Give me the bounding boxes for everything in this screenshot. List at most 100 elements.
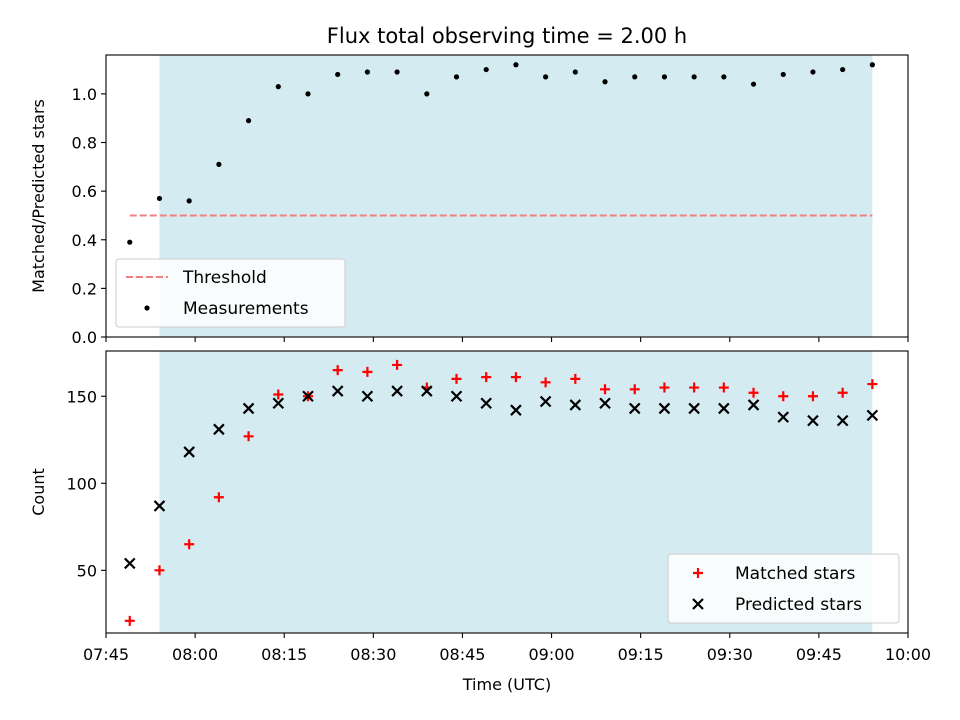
data-point — [718, 382, 729, 393]
legend-predicted-marker — [692, 598, 704, 610]
data-point — [481, 372, 492, 383]
data-point — [480, 397, 492, 409]
x-tick-label: 09:45 — [796, 645, 842, 664]
data-point — [453, 74, 460, 80]
data-point — [513, 62, 519, 68]
y-tick-label: 0.8 — [72, 134, 97, 153]
data-point — [392, 359, 403, 370]
x-tick-label: 09:00 — [529, 645, 575, 664]
data-point — [183, 446, 195, 458]
legend: Matched stars Predicted stars — [667, 553, 900, 624]
data-point — [305, 91, 311, 97]
data-point — [748, 387, 759, 398]
data-point — [332, 365, 343, 376]
data-point — [807, 391, 818, 402]
count-panel: 50 100 150 07:45 08:00 08:15 08:30 08:45 09:00 09… — [29, 350, 931, 694]
data-point — [361, 390, 374, 403]
x-axis-label: Time (UTC) — [462, 675, 551, 694]
data-point — [539, 395, 552, 408]
x-tick-label: 09:15 — [618, 645, 664, 664]
data-point — [869, 62, 875, 68]
x-tick-label: 08:30 — [350, 645, 396, 664]
y-tick-label: 50 — [77, 561, 97, 580]
axes-frame — [105, 350, 909, 634]
data-point — [777, 411, 790, 423]
data-point — [394, 69, 400, 75]
y-axis-label: Count — [29, 468, 48, 516]
data-point — [837, 387, 848, 398]
data-point — [543, 74, 549, 80]
data-point — [213, 492, 224, 503]
data-point — [451, 373, 462, 384]
y-tick-label: 100 — [66, 474, 97, 493]
data-point — [272, 397, 285, 409]
legend-label: Matched stars — [735, 564, 855, 584]
series-measurements — [127, 62, 875, 245]
data-point — [778, 391, 789, 402]
data-point — [510, 404, 522, 416]
data-point — [658, 402, 671, 415]
y-tick-label: 0.0 — [72, 328, 97, 347]
data-point — [747, 399, 760, 411]
data-point — [245, 118, 252, 124]
y-tick-label: 0.2 — [72, 279, 97, 298]
legend-measurement-dot — [144, 305, 150, 311]
data-point — [213, 423, 225, 436]
data-point — [718, 402, 730, 415]
legend-label: Predicted stars — [735, 595, 862, 615]
data-point — [424, 91, 430, 97]
data-point — [510, 372, 521, 383]
data-point — [569, 399, 582, 411]
chart-title: Flux total observing time = 2.00 h — [327, 24, 687, 48]
data-point — [628, 402, 641, 415]
data-point — [483, 66, 489, 73]
data-point — [216, 161, 222, 167]
data-point — [273, 389, 284, 400]
x-tick-label: 08:15 — [261, 645, 307, 664]
series-matched-stars — [124, 359, 878, 626]
data-point — [570, 373, 581, 384]
data-point — [661, 74, 668, 80]
y-tick-label: 150 — [66, 387, 97, 406]
data-point — [124, 615, 135, 626]
x-tick-label: 08:00 — [172, 645, 218, 664]
y-tick-label: 0.4 — [72, 231, 97, 250]
data-point — [391, 385, 403, 397]
y-tick-label: 1.0 — [72, 85, 97, 104]
legend-label: Threshold — [182, 268, 267, 288]
x-tick-label: 09:30 — [707, 645, 753, 664]
axes-frame — [105, 54, 909, 338]
data-point — [691, 74, 697, 80]
data-point — [750, 81, 757, 87]
data-point — [154, 565, 165, 576]
legend-box — [667, 553, 900, 624]
y-axis-label: Matched/Predicted stars — [29, 99, 48, 293]
data-point — [602, 79, 608, 85]
data-point — [629, 384, 640, 395]
data-point — [450, 390, 463, 403]
legend-label: Measurements — [183, 299, 309, 319]
data-point — [810, 69, 816, 75]
x-tick-label: 10:00 — [885, 645, 931, 664]
data-point — [867, 379, 878, 390]
data-point — [840, 66, 846, 73]
data-point — [540, 377, 551, 388]
data-point — [600, 384, 611, 395]
x-tick-label: 08:45 — [439, 645, 485, 664]
legend-box — [115, 258, 346, 328]
data-point — [335, 71, 341, 78]
data-point — [127, 239, 133, 245]
data-point — [123, 557, 136, 570]
data-point — [421, 385, 433, 397]
data-point — [156, 195, 163, 202]
data-point — [302, 390, 314, 403]
data-point — [186, 198, 192, 204]
data-point — [836, 414, 849, 427]
data-point — [599, 397, 611, 409]
data-point — [184, 539, 195, 550]
data-point — [632, 74, 638, 80]
legend: Threshold Measurements — [115, 258, 346, 328]
data-point — [572, 69, 578, 75]
x-tick-label: 07:45 — [83, 645, 129, 664]
